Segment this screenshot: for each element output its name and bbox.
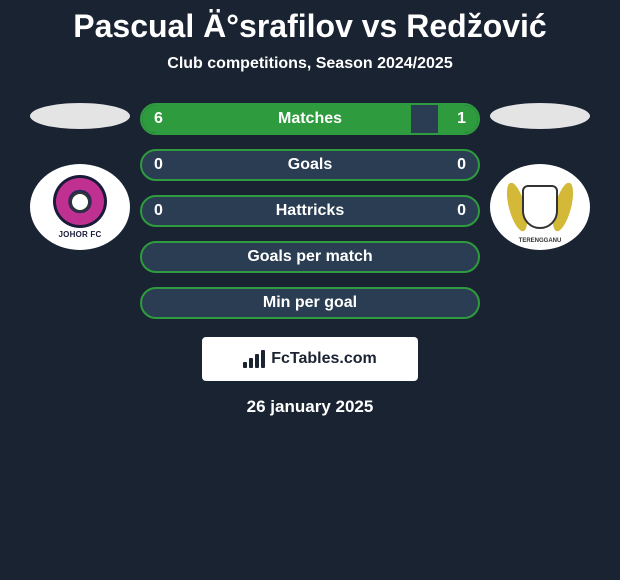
content-row: JOHOR FC 61Matches 00Goals 00Hattricks Goal… — [0, 103, 620, 319]
club-right-name: TERENGGANU — [519, 238, 562, 244]
stat-label: Goals per match — [142, 248, 478, 266]
johor-badge-icon: JOHOR FC — [43, 175, 117, 239]
stat-bar-goals: 00Goals — [140, 149, 480, 181]
subtitle: Club competitions, Season 2024/2025 — [0, 55, 620, 73]
page-title: Pascual Ä°srafilov vs Redžović — [0, 8, 620, 45]
club-left-name: JOHOR FC — [59, 230, 102, 239]
stat-label: Goals — [142, 156, 478, 174]
footer-banner[interactable]: FcTables.com — [202, 337, 418, 381]
player-left-column: JOHOR FC — [20, 103, 140, 250]
stats-column: 61Matches 00Goals 00Hattricks Goals per mat… — [140, 103, 480, 319]
comparison-date: 26 january 2025 — [0, 397, 620, 417]
stat-label: Hattricks — [142, 202, 478, 220]
stat-bar-min-per-goal: Min per goal — [140, 287, 480, 319]
fctables-text: FcTables.com — [271, 350, 377, 368]
player-left-avatar — [30, 103, 130, 129]
player-right-column: TERENGGANU — [480, 103, 600, 250]
stat-label: Matches — [142, 110, 478, 128]
comparison-card: Pascual Ä°srafilov vs Redžović Club comp… — [0, 0, 620, 425]
stat-label: Min per goal — [142, 294, 478, 312]
club-badge-left: JOHOR FC — [30, 164, 130, 250]
stat-bar-hattricks: 00Hattricks — [140, 195, 480, 227]
terengganu-badge-icon: TERENGGANU — [507, 174, 573, 240]
club-badge-right: TERENGGANU — [490, 164, 590, 250]
stat-bar-goals-per-match: Goals per match — [140, 241, 480, 273]
stat-bar-matches: 61Matches — [140, 103, 480, 135]
fctables-bars-icon — [243, 350, 267, 368]
player-right-avatar — [490, 103, 590, 129]
